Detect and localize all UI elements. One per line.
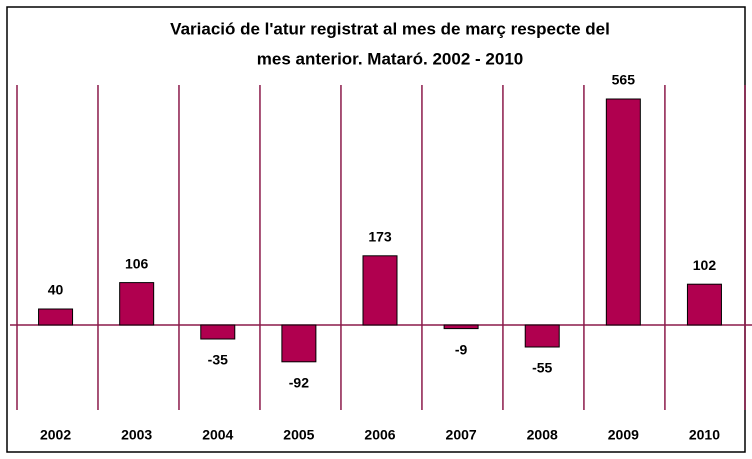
- x-tick-label: 2008: [527, 427, 558, 443]
- data-label: 173: [368, 229, 392, 245]
- x-tick-label: 2006: [364, 427, 395, 443]
- data-label: -9: [455, 341, 468, 357]
- bar: [281, 324, 317, 363]
- x-tick-label: 2003: [121, 427, 152, 443]
- bar: [38, 308, 74, 326]
- data-label: -55: [532, 360, 552, 376]
- x-tick-label: 2010: [689, 427, 720, 443]
- data-label: -92: [289, 375, 309, 391]
- data-label: 102: [693, 257, 717, 273]
- bar: [443, 324, 479, 330]
- x-tick-label: 2007: [446, 427, 477, 443]
- x-tick-label: 2009: [608, 427, 639, 443]
- bar: [200, 324, 236, 340]
- chart-title: mes anterior. Mataró. 2002 - 2010: [257, 49, 523, 68]
- data-label: 40: [48, 282, 64, 298]
- x-tick-label: 2004: [202, 427, 233, 443]
- x-tick-label: 2005: [283, 427, 314, 443]
- data-label: 565: [612, 72, 636, 88]
- bar: [362, 255, 398, 326]
- bar: [524, 324, 560, 348]
- bar: [605, 98, 641, 326]
- bar: [686, 283, 722, 326]
- x-tick-label: 2002: [40, 427, 71, 443]
- bar: [119, 282, 155, 326]
- data-label: 106: [125, 255, 149, 271]
- chart-title: Variació de l'atur registrat al mes de m…: [170, 19, 610, 38]
- data-label: -35: [208, 352, 228, 368]
